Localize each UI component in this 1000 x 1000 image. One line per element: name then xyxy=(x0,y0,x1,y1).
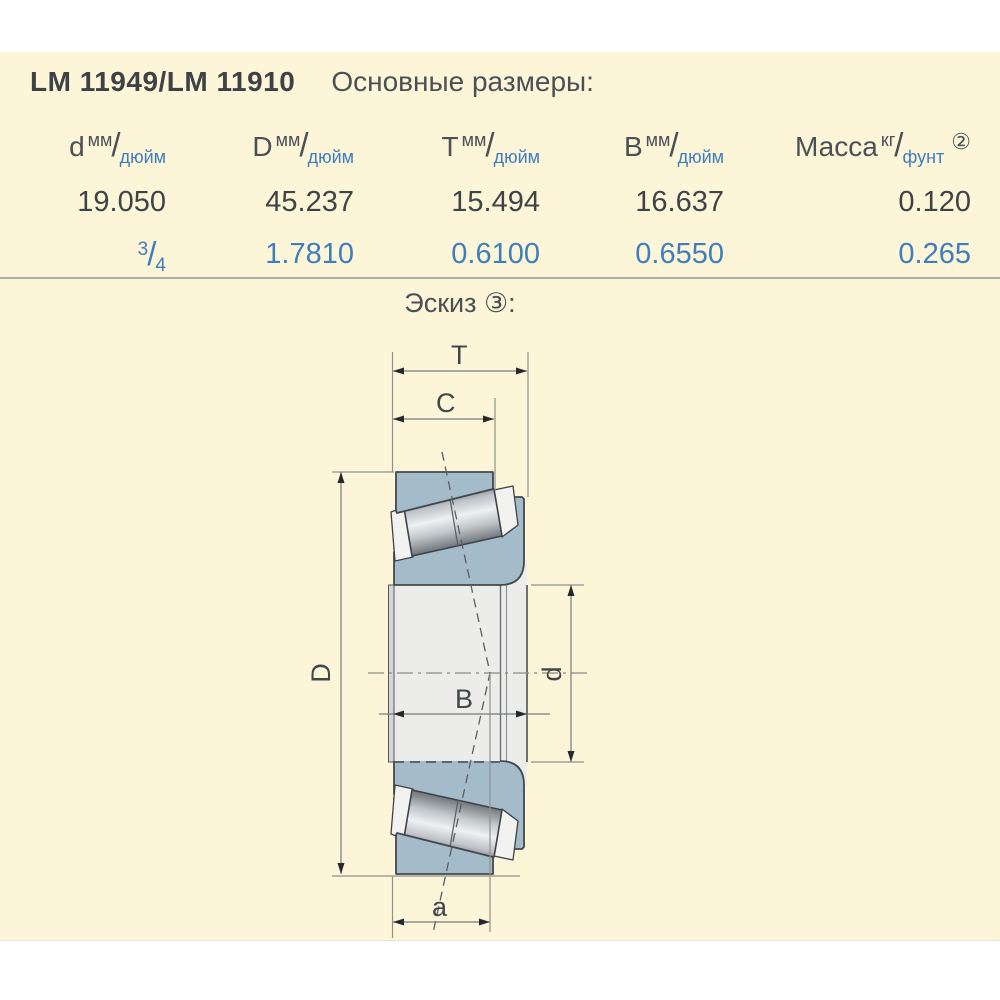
dimension-arrows xyxy=(337,367,575,926)
value-d-inch: 3/4 xyxy=(137,235,166,276)
value-mass-lb: 0.265 xyxy=(898,238,971,270)
outer-ring-top xyxy=(395,471,494,514)
label-a: a xyxy=(432,892,448,922)
value-D-mm: 45.237 xyxy=(265,186,354,218)
unit-slash: / xyxy=(111,126,121,163)
value-T-mm: 15.494 xyxy=(451,186,540,218)
label-B: B xyxy=(455,684,473,714)
value-d-mm: 19.050 xyxy=(77,186,166,218)
bearing-designation: LM 11949/LM 11910 xyxy=(30,66,296,97)
label-D: D xyxy=(306,663,336,683)
column-header-mass: Масса кг/фунт② xyxy=(795,126,971,167)
unit-slash: / xyxy=(669,126,679,163)
section-heading: Основные размеры: xyxy=(331,66,594,97)
symbol-T: T xyxy=(441,131,459,162)
label-d: d xyxy=(537,666,567,681)
extension-lines xyxy=(332,352,584,938)
unit-slash: / xyxy=(485,126,495,163)
symbol-d: d xyxy=(69,131,85,162)
column-header-d: d мм/дюйм xyxy=(69,126,166,167)
value-T-inch: 0.6100 xyxy=(451,238,540,270)
dimension-labels: T C D d B a xyxy=(306,340,567,922)
outer-ring-bottom xyxy=(395,832,494,875)
section-divider xyxy=(0,277,1000,279)
symbol-B: B xyxy=(623,131,643,162)
symbol-D: D xyxy=(252,131,273,162)
value-D-inch: 1.7810 xyxy=(265,238,354,270)
catalog-panel: LM 11949/LM 11910 Основные размеры: d мм/д… xyxy=(0,52,1000,941)
symbol-mass: Масса xyxy=(795,131,878,162)
footnote-2-icon: ② xyxy=(951,129,971,154)
bearing-cross-section-diagram: T C D d B a xyxy=(306,340,592,938)
value-mass-kg: 0.120 xyxy=(898,186,971,218)
unit-slash: / xyxy=(299,126,309,163)
label-C: C xyxy=(436,388,456,418)
value-B-mm: 16.637 xyxy=(635,186,724,218)
unit-slash: / xyxy=(894,126,904,163)
value-B-inch: 0.6550 xyxy=(635,238,724,270)
sketch-heading: Эскиз ③: xyxy=(404,288,516,318)
label-T: T xyxy=(451,340,468,370)
page-header: LM 11949/LM 11910 Основные размеры: xyxy=(30,66,594,98)
